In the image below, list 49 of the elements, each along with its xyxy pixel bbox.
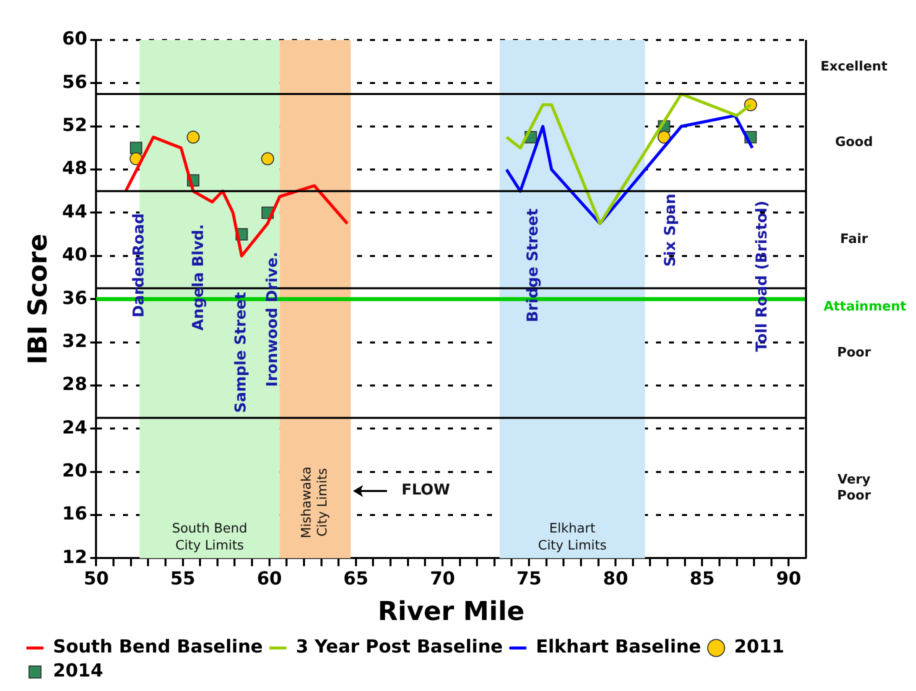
x-tick-label: 50 xyxy=(84,568,109,590)
legend-label: South Bend Baseline xyxy=(53,636,263,658)
x-tick-label: 85 xyxy=(690,568,715,590)
y-tick-label: 32 xyxy=(62,330,88,352)
legend-label: 2014 xyxy=(53,660,104,682)
y-tick-label: 60 xyxy=(62,28,88,50)
y-tick-label: 40 xyxy=(62,244,88,266)
band-label: South Bend City Limits xyxy=(172,522,248,554)
x-tick-label: 55 xyxy=(170,568,196,590)
legend-label: 2011 xyxy=(734,636,784,658)
ref-line-label: Attainment xyxy=(824,299,906,314)
y-tick-label: 16 xyxy=(62,504,88,525)
x-tick-label: 80 xyxy=(603,568,628,590)
point xyxy=(658,130,671,144)
y-tick-label: 36 xyxy=(62,288,88,309)
annotation: Ironwood Drive. xyxy=(262,252,281,387)
annotation: Bridge Street xyxy=(523,208,542,322)
x-tick-label: 90 xyxy=(776,568,802,590)
point xyxy=(186,130,200,144)
x-tick-label: 75 xyxy=(516,568,542,590)
y-tick-label: 28 xyxy=(62,374,88,396)
y-tick-label: 48 xyxy=(62,158,88,180)
x-tick-label: 60 xyxy=(256,568,282,590)
band-label: Elkhart City Limits xyxy=(538,522,607,554)
x-axis-title: River Mile xyxy=(378,597,524,628)
y-tick-label: 56 xyxy=(62,72,88,93)
x-tick-label: 70 xyxy=(430,568,455,590)
text: Good xyxy=(835,134,873,150)
annotation: Six Span xyxy=(661,194,680,267)
x-tick-label: 65 xyxy=(343,568,368,590)
y-tick-label: 24 xyxy=(62,417,88,438)
text: Very Poor xyxy=(837,472,872,504)
annotation: FLOW xyxy=(401,480,450,499)
legend-label: 3 Year Post Baseline xyxy=(296,636,503,658)
point xyxy=(261,152,274,166)
band-label: Mishawaka City Limits xyxy=(300,466,331,538)
y-tick-label: 20 xyxy=(62,460,88,482)
annotation: DardenRoad xyxy=(129,213,148,318)
y-tick-label: 44 xyxy=(62,201,88,222)
text: Excellent xyxy=(820,59,888,74)
annotation: Toll Road (Bristol) xyxy=(752,200,771,352)
text: Poor xyxy=(837,345,872,360)
annotation: Sample Street xyxy=(232,292,250,413)
y-tick-label: 12 xyxy=(62,546,88,568)
annotation: Angela Blvd. xyxy=(189,224,208,331)
text: Fair xyxy=(840,232,868,248)
y-axis-title: IBI Score xyxy=(23,234,54,364)
y-tick-label: 52 xyxy=(62,115,88,136)
legend-label: Elkhart Baseline xyxy=(536,636,702,658)
